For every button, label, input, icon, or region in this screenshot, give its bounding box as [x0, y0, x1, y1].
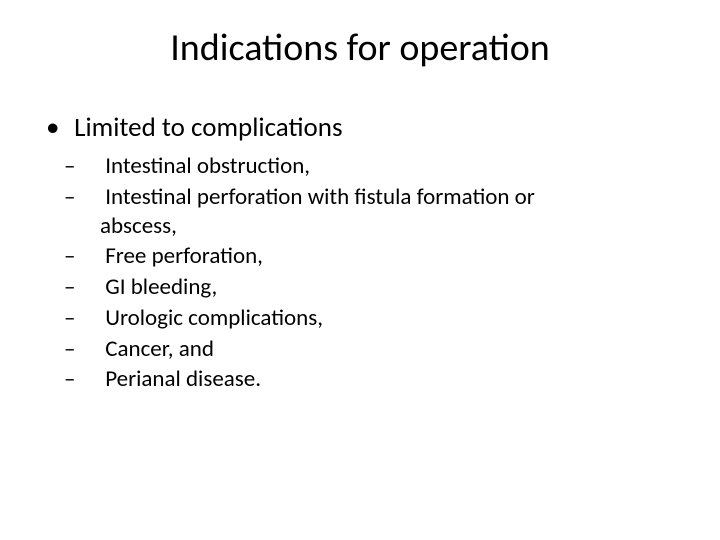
bullet-level2: Perianal disease.: [100, 365, 690, 394]
bullet-level2: Intestinal obstruction,: [100, 152, 690, 181]
bullet-l1-text: Limited to complications: [74, 111, 342, 144]
bullet-l2-text: Intestinal obstruction,: [105, 152, 310, 180]
bullet-l2-text: Intestinal perforation with fistula form…: [100, 183, 535, 240]
bullet-l2-text: Urologic complications,: [105, 304, 323, 332]
bullet-level2: Free perforation,: [100, 242, 690, 271]
bullet-l2-text: Perianal disease.: [105, 365, 261, 393]
bullet-level2: Urologic complications,: [100, 304, 690, 333]
bullet-level1: Limited to complications: [50, 111, 690, 144]
bullet-level2: Cancer, and: [100, 335, 690, 364]
slide-container: Indications for operation Limited to com…: [0, 0, 720, 540]
bullet-l2-text: Free perforation,: [105, 242, 263, 270]
bullet-level2: GI bleeding,: [100, 273, 690, 302]
bullet-l2-text: GI bleeding,: [105, 273, 217, 301]
bullet-l2-text: Cancer, and: [105, 335, 214, 363]
slide-title: Indications for operation: [30, 25, 690, 71]
bullet-level2: Intestinal perforation with fistula form…: [100, 183, 690, 241]
